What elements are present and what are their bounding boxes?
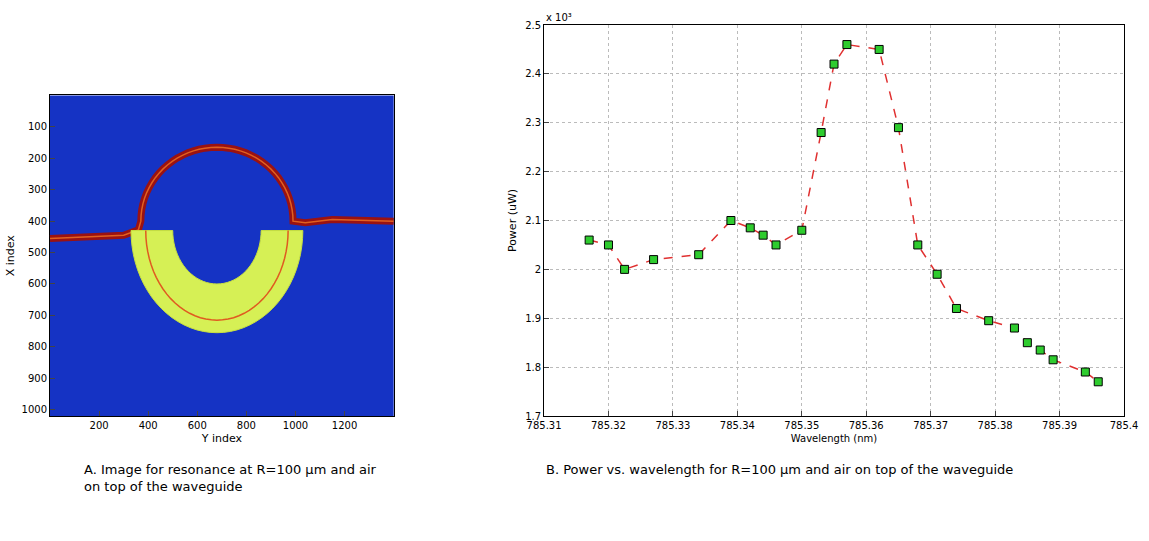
svg-text:2.4: 2.4 xyxy=(525,68,541,79)
svg-text:500: 500 xyxy=(28,247,47,258)
svg-text:2.1: 2.1 xyxy=(525,215,541,226)
svg-text:2.5: 2.5 xyxy=(525,20,541,31)
svg-text:400: 400 xyxy=(139,420,158,431)
svg-text:800: 800 xyxy=(237,420,256,431)
svg-text:1200: 1200 xyxy=(332,420,357,431)
svg-text:900: 900 xyxy=(28,373,47,384)
svg-text:200: 200 xyxy=(28,153,47,164)
svg-text:2: 2 xyxy=(535,264,541,275)
svg-text:200: 200 xyxy=(90,420,109,431)
svg-text:600: 600 xyxy=(188,420,207,431)
svg-text:Power (uW): Power (uW) xyxy=(506,189,519,252)
svg-text:785.34: 785.34 xyxy=(720,420,755,431)
svg-text:785.31: 785.31 xyxy=(527,420,562,431)
svg-text:Wavelength (nm): Wavelength (nm) xyxy=(791,433,877,444)
svg-text:785.32: 785.32 xyxy=(591,420,626,431)
svg-text:785.37: 785.37 xyxy=(913,420,948,431)
svg-text:800: 800 xyxy=(28,341,47,352)
svg-text:300: 300 xyxy=(28,184,47,195)
svg-text:785.35: 785.35 xyxy=(784,420,819,431)
svg-text:1.7: 1.7 xyxy=(525,411,541,422)
svg-text:1.8: 1.8 xyxy=(525,362,541,373)
svg-text:2.2: 2.2 xyxy=(525,166,541,177)
svg-text:785.33: 785.33 xyxy=(655,420,690,431)
svg-text:1000: 1000 xyxy=(283,420,308,431)
svg-text:1000: 1000 xyxy=(22,404,47,415)
svg-text:785.38: 785.38 xyxy=(978,420,1013,431)
svg-text:600: 600 xyxy=(28,278,47,289)
svg-text:x 10³: x 10³ xyxy=(546,12,572,23)
svg-text:700: 700 xyxy=(28,310,47,321)
svg-text:B. Power vs. wavelength for R=: B. Power vs. wavelength for R=100 μm and… xyxy=(546,462,1013,477)
svg-text:785.4: 785.4 xyxy=(1110,420,1139,431)
svg-text:785.36: 785.36 xyxy=(849,420,884,431)
svg-text:400: 400 xyxy=(28,216,47,227)
svg-text:785.39: 785.39 xyxy=(1042,420,1077,431)
svg-text:A. Image for resonance at R=10: A. Image for resonance at R=100 μm and a… xyxy=(84,462,377,494)
svg-text:100: 100 xyxy=(28,121,47,132)
svg-text:2.3: 2.3 xyxy=(525,117,541,128)
svg-text:Y index: Y index xyxy=(201,432,243,445)
svg-text:X index: X index xyxy=(4,235,17,277)
svg-text:1.9: 1.9 xyxy=(525,313,541,324)
